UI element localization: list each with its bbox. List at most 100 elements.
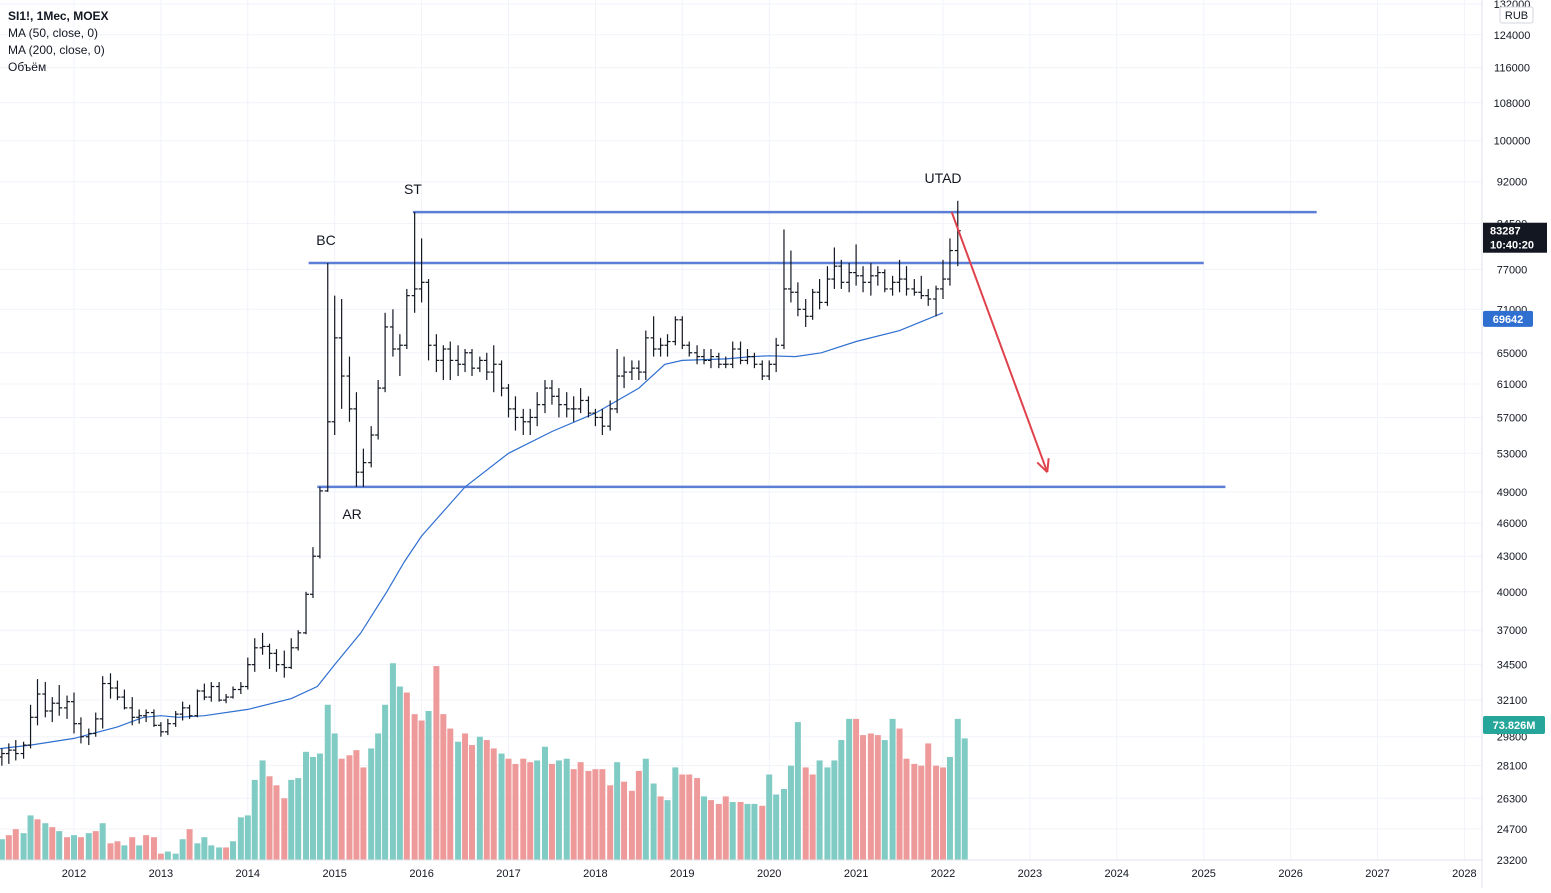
volume-bar <box>216 847 223 860</box>
ma50-legend[interactable]: MA (50, close, 0) <box>8 26 99 40</box>
volume-bar <box>150 837 157 860</box>
volume-bar <box>577 762 584 860</box>
volume-bar <box>164 851 171 860</box>
ohlc-bar <box>614 349 621 414</box>
ohlc-bar <box>541 380 548 414</box>
ohlc-bar <box>346 356 353 422</box>
volume-bar <box>273 785 280 860</box>
ohlc-bar <box>824 266 831 306</box>
price-tick-label: 23200 <box>1497 855 1528 867</box>
volume-bar <box>129 837 136 860</box>
volume-value-badge <box>1483 716 1545 734</box>
ohlc-bar <box>911 279 918 296</box>
ohlc-bar <box>316 486 323 559</box>
volume-bar <box>527 762 534 860</box>
ohlc-bar <box>476 356 483 373</box>
volume-bar <box>157 853 164 860</box>
volume-bar <box>295 778 302 860</box>
ma200-legend[interactable]: MA (200, close, 0) <box>8 43 105 57</box>
time-tick-label: 2023 <box>1018 868 1042 880</box>
volume-bar <box>780 788 787 860</box>
ohlc-bar <box>664 334 671 357</box>
volume-bar <box>621 781 628 860</box>
volume-bar <box>534 760 541 860</box>
ohlc-bar <box>802 299 809 327</box>
time-tick-label: 2026 <box>1278 868 1302 880</box>
volume-bar <box>657 796 664 860</box>
ohlc-bar <box>679 316 686 350</box>
volume-bar <box>425 710 432 860</box>
ohlc-bar <box>303 591 310 635</box>
volume-bar <box>889 718 896 860</box>
ohlc-bar <box>744 349 751 365</box>
ohlc-bar <box>157 722 164 737</box>
volume-bar <box>360 767 367 860</box>
volume-bar <box>121 845 128 860</box>
ohlc-bar <box>382 312 389 393</box>
ohlc-bar <box>273 649 280 672</box>
ohlc-bar <box>577 388 584 414</box>
ohlc-bar <box>266 643 273 669</box>
volume-bar <box>396 686 403 860</box>
volume-bar <box>64 837 71 860</box>
ohlc-bar <box>418 238 425 303</box>
ohlc-bar <box>520 408 527 436</box>
ohlc-bar <box>592 408 599 427</box>
price-tick-label: 37000 <box>1497 625 1528 637</box>
annotation-utad: UTAD <box>924 170 961 186</box>
volume-bar <box>846 718 853 860</box>
price-tick-label: 26300 <box>1497 793 1528 805</box>
ohlc-bar <box>201 683 208 701</box>
time-tick-label: 2012 <box>62 868 86 880</box>
symbol-title[interactable]: SI1!, 1Мес, MOEX <box>8 9 109 23</box>
ohlc-bar <box>27 704 34 749</box>
volume-bar <box>694 778 701 860</box>
time-tick-label: 2025 <box>1191 868 1215 880</box>
volume-bar <box>403 692 410 860</box>
ohlc-bar <box>867 263 874 296</box>
ohlc-bar <box>469 349 476 377</box>
ohlc-bar <box>881 269 888 293</box>
price-tick-label: 34500 <box>1497 660 1528 672</box>
ohlc-bar <box>129 697 136 726</box>
ohlc-bar <box>179 701 186 721</box>
volume-bar <box>324 704 331 860</box>
volume-bar <box>512 763 519 860</box>
volume-bar <box>462 733 469 860</box>
price-tick-label: 49000 <box>1497 487 1528 499</box>
volume-bar <box>881 740 888 860</box>
volume-bar <box>223 847 230 860</box>
volume-bar <box>244 815 251 860</box>
volume-bar <box>831 760 838 860</box>
ohlc-bar <box>194 689 201 718</box>
volume-bar <box>77 837 84 860</box>
volume-bar <box>375 733 382 860</box>
volume-legend[interactable]: Объём <box>8 60 47 74</box>
volume-bar <box>5 835 12 860</box>
volume-bar <box>411 714 418 860</box>
ohlc-bar <box>831 247 838 289</box>
volume-bar <box>614 762 621 860</box>
arrow-head <box>1046 458 1050 473</box>
volume-bar <box>338 758 345 860</box>
volume-bar <box>628 790 635 860</box>
ohlc-bar <box>918 275 925 300</box>
volume-bar <box>172 853 179 860</box>
volume-bar <box>794 722 801 860</box>
ohlc-bar <box>860 266 867 293</box>
ohlc-bar <box>563 392 570 418</box>
ohlc-bar <box>251 638 258 672</box>
ohlc-bar <box>143 709 150 723</box>
volume-bar <box>498 753 505 860</box>
volume-bar <box>701 796 708 860</box>
ohlc-bar <box>64 695 71 719</box>
ohlc-bar <box>389 309 396 357</box>
price-tick-label: 29800 <box>1497 732 1528 744</box>
time-tick-label: 2016 <box>409 868 433 880</box>
price-tick-label: 46000 <box>1497 518 1528 530</box>
ohlc-bar <box>259 632 266 655</box>
price-tick-label: 124000 <box>1494 30 1531 42</box>
volume-bar <box>259 760 266 860</box>
